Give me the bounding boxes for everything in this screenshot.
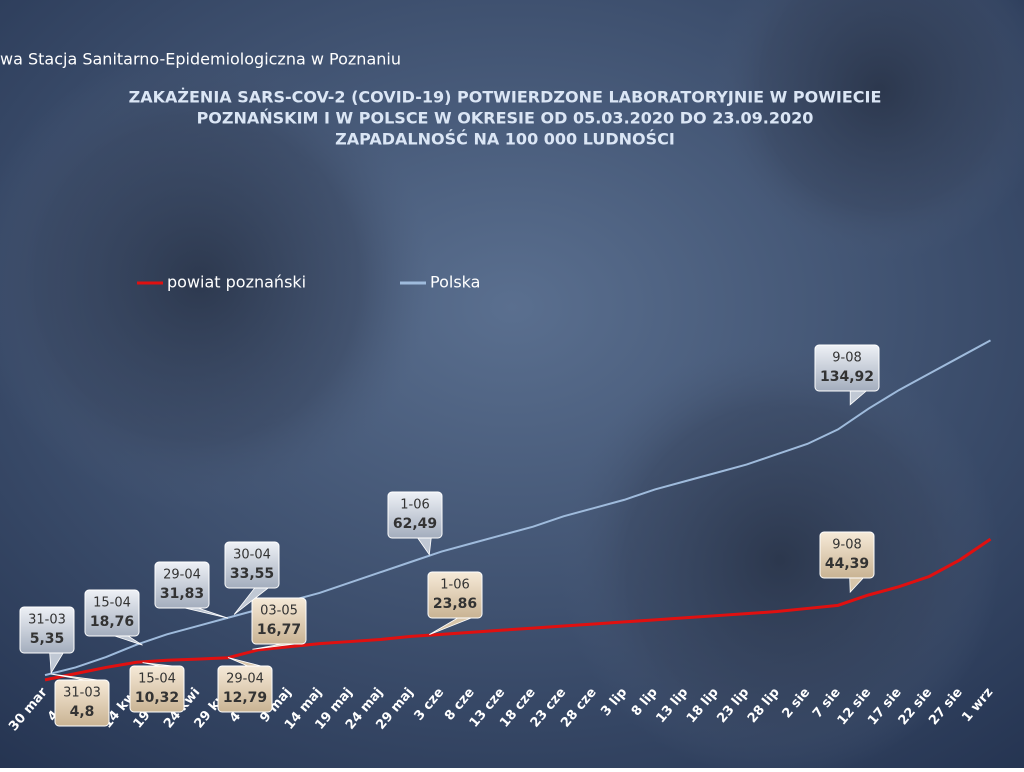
- callout-date: 15-04: [93, 596, 131, 611]
- callout-value: 33,55: [230, 566, 274, 582]
- title: ZAKAŻENIA SARS-COV-2 (COVID-19) POTWIERD…: [129, 88, 882, 149]
- callout-value: 23,86: [433, 596, 477, 612]
- virus-shape: [0, 50, 430, 510]
- title-line: ZAPADALNOŚĆ NA 100 000 LUDNOŚCI: [335, 130, 675, 149]
- callout-date: 30-04: [233, 548, 271, 563]
- callout-date: 29-04: [226, 672, 264, 687]
- legend-label: powiat poznański: [167, 273, 306, 292]
- virus-shape: [560, 340, 1000, 772]
- callout-box: [251, 597, 307, 645]
- callout-value: 4,8: [70, 704, 95, 720]
- callout-date: 9-08: [832, 538, 862, 553]
- virus-shape: [710, 0, 1024, 260]
- callout-box: [814, 344, 880, 392]
- callout-date: 03-05: [260, 604, 298, 619]
- callout-box: [154, 561, 210, 609]
- callout-box: [819, 531, 875, 579]
- callout-value: 31,83: [160, 586, 204, 602]
- callout-value: 10,32: [135, 690, 179, 706]
- legend-label: Polska: [430, 273, 480, 292]
- callout-box: [84, 589, 140, 637]
- callout-value: 134,92: [820, 369, 874, 385]
- callout-box: [54, 679, 110, 727]
- callout-date: 1-06: [440, 578, 470, 593]
- callout-date: 15-04: [138, 672, 176, 687]
- series-line: [44, 537, 992, 682]
- title-line: POZNAŃSKIM I W POLSCE W OKRESIE OD 05.03…: [197, 109, 814, 128]
- callout-box: [217, 665, 273, 713]
- callout-date: 1-06: [400, 498, 430, 513]
- callout-value: 5,35: [30, 631, 65, 647]
- callout-box: [427, 571, 483, 619]
- callout-value: 12,79: [223, 690, 267, 706]
- callout-box: [224, 541, 280, 589]
- series-line: [44, 339, 991, 677]
- callout-date: 9-08: [832, 351, 862, 366]
- header: wa Stacja Sanitarno-Epidemiologiczna w P…: [0, 50, 401, 69]
- callout-value: 44,39: [825, 556, 869, 572]
- callout-value: 16,77: [257, 622, 301, 638]
- title-line: ZAKAŻENIA SARS-COV-2 (COVID-19) POTWIERD…: [129, 88, 882, 107]
- callout-date: 29-04: [163, 568, 201, 583]
- callout-value: 18,76: [90, 614, 134, 630]
- callout-box: [387, 491, 443, 539]
- callout-value: 62,49: [393, 516, 437, 532]
- callout-date: 31-03: [63, 686, 101, 701]
- callout-box: [19, 606, 75, 654]
- callout-box: [129, 665, 185, 713]
- callout-date: 31-03: [28, 613, 66, 628]
